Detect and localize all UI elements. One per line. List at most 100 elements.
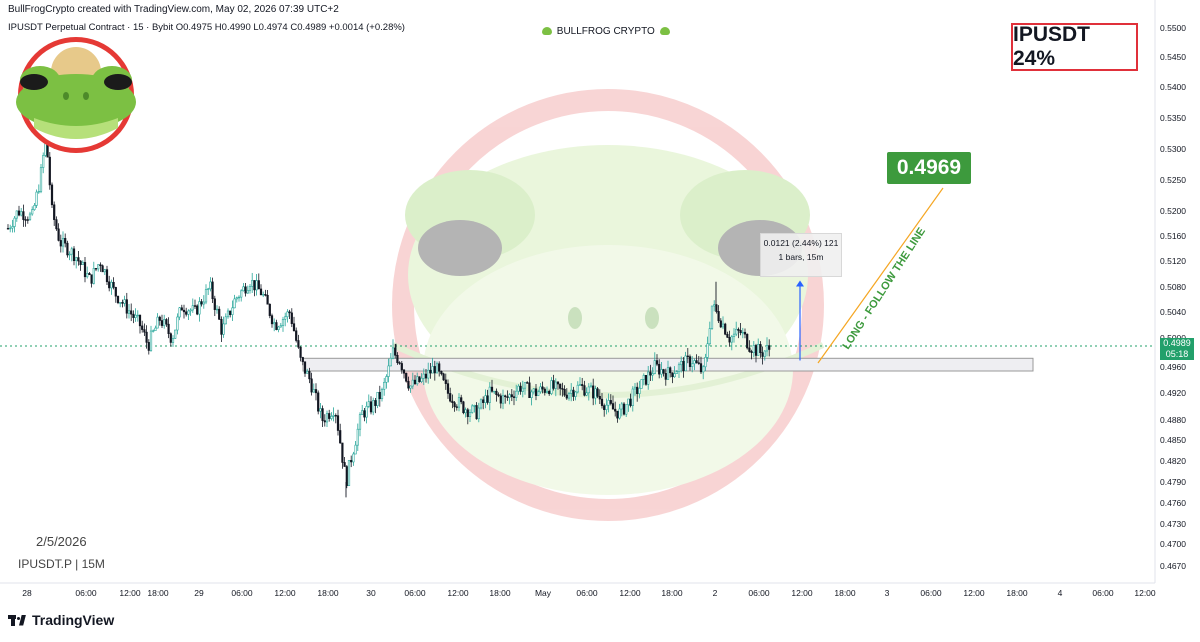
candle-body: [251, 280, 254, 287]
time-tick-label: 06:00: [231, 588, 253, 598]
candle-body: [248, 286, 252, 291]
candle-body: [429, 369, 432, 374]
candle-body: [279, 325, 282, 328]
candle-body: [389, 357, 392, 367]
candle-body: [658, 363, 661, 375]
candle-body: [563, 389, 566, 396]
candle-body: [75, 257, 78, 261]
candle-body: [352, 453, 355, 463]
candle-body: [11, 226, 14, 229]
candle-body: [607, 400, 610, 406]
time-axis[interactable]: 28 06:00 12:00 18:00 29 06:00 12:00 18:00 30 06:0…: [22, 588, 1156, 598]
candle-body: [739, 330, 742, 334]
candle-body: [182, 309, 186, 313]
candle-body: [220, 319, 223, 335]
candle-body: [622, 403, 626, 415]
candle-body: [422, 373, 425, 379]
follow-the-line-trendline[interactable]: [817, 187, 944, 364]
candle-body: [391, 347, 395, 359]
candle-body: [629, 398, 632, 406]
price-tick-label: 0.5250: [1160, 175, 1186, 185]
candle-body: [721, 323, 725, 328]
candle-body: [286, 311, 289, 318]
current-price-countdown: 05:18: [1165, 348, 1189, 359]
price-tick-label: 0.5500: [1160, 23, 1186, 33]
price-tick-label: 0.5040: [1160, 307, 1186, 317]
candle-body: [537, 391, 540, 396]
candle-body: [270, 315, 274, 325]
candle-body: [578, 384, 582, 386]
candle-body: [28, 213, 32, 220]
candle-body: [717, 311, 720, 322]
candle-body: [77, 257, 80, 262]
candle-body: [187, 310, 190, 315]
candle-body: [235, 297, 238, 300]
time-tick-label: 06:00: [576, 588, 598, 598]
candle-body: [765, 345, 769, 352]
candle-body: [50, 184, 54, 206]
candle-body: [90, 274, 93, 284]
candle-body: [662, 369, 665, 374]
candle-body: [526, 382, 529, 384]
candle-body: [400, 363, 403, 371]
candle-body: [9, 227, 12, 230]
candle-body: [567, 393, 571, 399]
candle-body: [66, 242, 69, 256]
candle-body: [600, 398, 604, 406]
measure-tooltip: 0.0121 (2.44%) 121 1 bars, 15m: [760, 233, 842, 277]
candle-body: [242, 286, 245, 292]
price-axis[interactable]: 0.5500 0.5450 0.5400 0.5350 0.5300 0.5250 0.52…: [1160, 23, 1186, 571]
created-by-line: BullFrogCrypto created with TradingView.…: [8, 4, 339, 15]
candle-body: [616, 410, 619, 419]
candle-body: [64, 238, 67, 244]
candle-body: [132, 313, 135, 318]
candle-body: [559, 383, 562, 389]
candle-body: [515, 390, 518, 398]
candle-body: [297, 340, 300, 348]
candle-body: [493, 390, 496, 393]
time-tick-label: 06:00: [748, 588, 770, 598]
candle-body: [213, 298, 216, 310]
candle-body: [660, 369, 663, 375]
candle-body: [482, 399, 485, 403]
price-tick-label: 0.4920: [1160, 388, 1186, 398]
candle-body: [303, 361, 307, 374]
candle-body: [464, 409, 467, 414]
candle-body: [416, 376, 419, 385]
current-price-label: 0.4989 05:18: [1160, 337, 1194, 360]
ohlc-legend[interactable]: IPUSDT Perpetual Contract · 15 · Bybit O…: [8, 22, 405, 33]
current-price-value: 0.4989: [1163, 337, 1191, 348]
candle-body: [330, 416, 333, 419]
candle-body: [244, 286, 247, 294]
candle-body: [237, 296, 241, 299]
candle-body: [121, 302, 124, 304]
candle-body: [757, 344, 760, 356]
candle-body: [732, 333, 736, 337]
frog-emoji-icon: [542, 27, 552, 35]
candle-body: [345, 466, 348, 486]
candle-body: [372, 400, 375, 413]
candle-body: [141, 325, 144, 330]
candle-body: [308, 371, 311, 380]
candle-body: [17, 210, 21, 216]
candle-body: [127, 310, 131, 314]
candle-body: [684, 355, 687, 372]
candle-body: [108, 281, 111, 289]
time-tick-label: May: [535, 588, 552, 598]
candle-body: [719, 320, 722, 328]
candle-body: [361, 410, 364, 415]
candle-body: [24, 219, 27, 221]
candle-body: [365, 406, 368, 418]
candle-body: [543, 388, 546, 393]
tradingview-footer[interactable]: TradingView: [8, 612, 114, 628]
candle-body: [446, 383, 450, 394]
target-price-badge[interactable]: 0.4969: [887, 152, 971, 184]
candle-body: [594, 388, 597, 399]
candle-body: [592, 385, 595, 399]
candle-body: [211, 281, 214, 300]
time-tick-label: 28: [22, 588, 32, 598]
candle-body: [587, 386, 590, 394]
candle-body: [572, 389, 575, 397]
candle-body: [649, 371, 652, 376]
